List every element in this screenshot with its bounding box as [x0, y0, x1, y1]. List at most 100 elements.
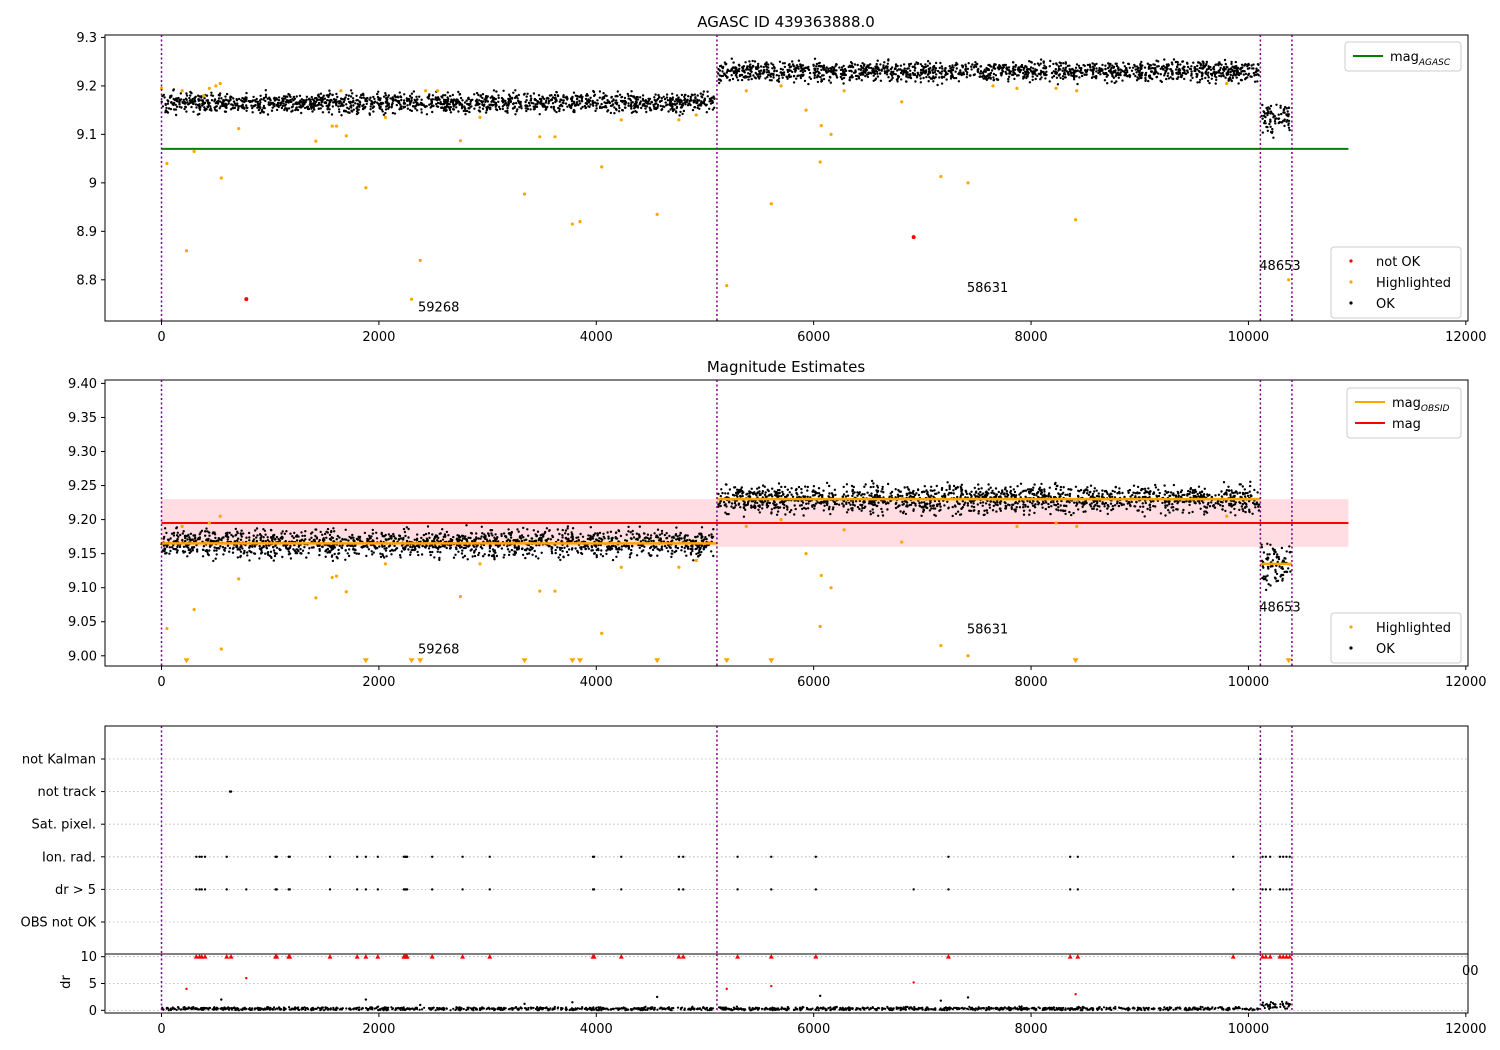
ok-point [1074, 70, 1077, 73]
ok-point [475, 545, 478, 548]
ok-point [713, 106, 716, 110]
ok-point [352, 104, 355, 107]
ok-point [665, 546, 668, 550]
ok-point [979, 70, 983, 73]
ok-point [404, 534, 407, 538]
ok-point [302, 539, 306, 542]
ok-point [361, 92, 365, 96]
ok-point [687, 95, 690, 98]
ok-point [954, 70, 957, 73]
ok-point [512, 91, 515, 95]
ok-point [680, 103, 684, 106]
ok-point [748, 60, 751, 63]
ok-point [908, 73, 911, 77]
highlighted-point [725, 284, 729, 288]
ok-point [592, 534, 595, 537]
ok-point [486, 107, 489, 110]
ok-point [260, 551, 264, 554]
x-tick-label: 8000 [1015, 675, 1048, 690]
ok-point [358, 105, 361, 109]
ok-point [613, 112, 616, 115]
ok-point [325, 104, 328, 108]
ok-point [500, 534, 503, 538]
ok-point [615, 94, 618, 98]
ok-point [954, 76, 958, 80]
ok-point [213, 531, 216, 534]
ok-point [1039, 78, 1042, 81]
ok-point [677, 98, 680, 101]
ok-point [463, 107, 467, 111]
ok-point [311, 110, 314, 113]
ok-point [1008, 70, 1011, 73]
ok-point [557, 556, 560, 559]
ok-point [812, 71, 815, 75]
ok-point [495, 554, 499, 558]
ok-point [623, 106, 627, 109]
ok-point [993, 63, 997, 66]
ok-point [660, 532, 664, 535]
ok-point [416, 550, 419, 554]
ok-point [558, 109, 561, 113]
ok-point [1195, 75, 1199, 78]
ok-point [214, 557, 217, 560]
ok-point [477, 553, 480, 557]
ok-point [872, 67, 875, 70]
ok-point [1264, 115, 1267, 119]
ok-point [689, 553, 693, 556]
ok-point [282, 97, 285, 101]
ok-point [383, 556, 386, 559]
ok-point [706, 90, 709, 93]
ok-point [424, 532, 428, 536]
ok-point [689, 103, 692, 107]
ok-point [1032, 70, 1035, 73]
ok-point [934, 67, 938, 70]
ok-point [938, 66, 941, 70]
ok-point [275, 108, 279, 112]
ok-point [1095, 70, 1098, 73]
ok-point [1152, 63, 1155, 66]
ok-point [321, 545, 324, 548]
ok-point [839, 75, 842, 79]
ok-point [1140, 73, 1144, 77]
ok-point [653, 96, 656, 99]
ok-point [628, 556, 632, 559]
ok-point [176, 531, 179, 534]
ok-point [1179, 63, 1182, 66]
ok-point [430, 100, 433, 103]
highlighted-point [237, 126, 241, 131]
ok-point [481, 532, 484, 535]
ok-point [1239, 72, 1243, 75]
ok-point [166, 538, 170, 541]
ok-point [188, 548, 191, 552]
ok-point [336, 100, 339, 104]
ok-point [1200, 72, 1204, 75]
ok-point [894, 67, 897, 70]
ok-point [575, 102, 578, 106]
ok-point [597, 548, 600, 552]
ok-point [276, 104, 279, 108]
y-tick-label: 8.9 [76, 225, 97, 240]
ok-point [440, 95, 443, 98]
ok-point [691, 108, 695, 112]
ok-point [1169, 76, 1172, 79]
ok-point [300, 111, 303, 115]
ok-point [224, 106, 227, 109]
ok-point [337, 108, 341, 111]
ok-point [1197, 61, 1201, 64]
ok-point [1239, 78, 1243, 82]
ok-point [1033, 62, 1036, 66]
ok-point [355, 94, 358, 98]
ok-point [1056, 83, 1060, 86]
ok-point [652, 103, 655, 107]
ok-point [345, 93, 348, 97]
highlighted-point [180, 89, 184, 93]
ok-point [494, 97, 497, 101]
ok-point [780, 73, 783, 77]
ok-point [1243, 70, 1246, 73]
ok-point [253, 552, 257, 555]
ok-point [819, 75, 822, 79]
ok-point [1167, 72, 1170, 75]
ok-point [336, 95, 339, 99]
ok-point [1281, 121, 1284, 124]
ok-point [516, 97, 519, 100]
